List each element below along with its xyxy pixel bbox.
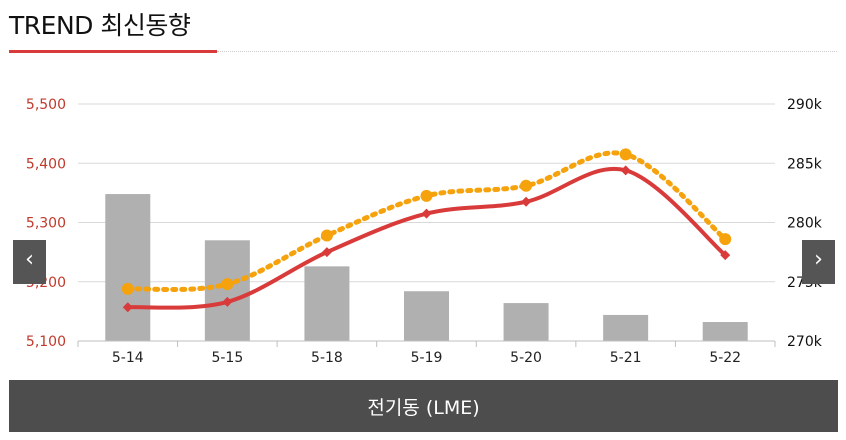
title-underline [9,50,217,53]
forecast-point [121,282,134,295]
prev-arrow-button[interactable]: ‹ [13,240,46,284]
x-tick-label: 5-19 [411,350,443,366]
section-title: TREND 최신동향 [9,11,191,40]
y-right-tick-label: 280k [787,216,823,232]
x-tick-label: 5-14 [112,350,144,366]
price-point [521,196,532,207]
next-arrow-button[interactable]: › [802,240,835,284]
y-right-tick-label: 285k [787,156,823,172]
bar [105,194,151,341]
chevron-right-icon: › [814,247,823,272]
forecast-point [719,233,732,246]
commodity-tab[interactable]: 전기동 (LME) [9,380,838,432]
x-tick-label: 5-15 [211,350,243,366]
price-point [222,296,233,307]
bar [204,240,250,341]
forecast-point [619,148,632,161]
x-tick-label: 5-18 [311,350,343,366]
price-point [321,247,332,258]
bar [603,314,649,341]
x-tick-label: 5-21 [610,350,642,366]
bar [702,322,748,341]
forecast-point [221,278,234,291]
chevron-left-icon: ‹ [25,247,34,272]
forecast-point [520,179,533,192]
y-right-tick-label: 270k [787,334,823,350]
price-point [122,302,133,313]
bar [404,291,449,341]
y-left-tick-label: 5,300 [26,216,66,232]
section-header: TREND 최신동향 [0,0,846,56]
forecast-point [320,229,333,242]
y-left-tick-label: 5,100 [26,334,66,350]
price-point [421,208,432,219]
trend-chart: 5,100270k5,200275k5,300280k5,400285k5,50… [26,97,823,366]
bar [304,266,350,341]
y-left-tick-label: 5,400 [26,156,66,172]
x-tick-label: 5-20 [510,350,542,366]
price-point [720,250,731,261]
y-left-tick-label: 5,500 [26,97,66,113]
y-right-tick-label: 290k [787,97,823,113]
dotted-divider [217,51,837,52]
commodity-label: 전기동 (LME) [367,397,480,419]
price-point [620,165,631,176]
bar [503,303,549,341]
x-tick-label: 5-22 [709,350,741,366]
forecast-point [420,189,433,202]
